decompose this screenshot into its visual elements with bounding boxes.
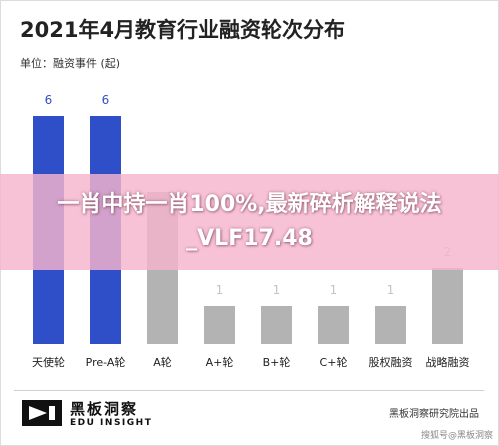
category-label-6: 股权融资 xyxy=(369,356,413,369)
source-text: 黑板洞察研究院出品 xyxy=(389,409,479,420)
watermark-text: 搜狐号@黑板洞察 xyxy=(420,431,493,441)
bar-6 xyxy=(375,306,406,344)
value-label-4: 1 xyxy=(273,283,281,297)
category-label-0: 天使轮 xyxy=(32,355,65,369)
chart-title: 2021年4月教育行业融资轮次分布 xyxy=(20,18,346,42)
unit-label: 单位：融资事件 (起) xyxy=(20,57,121,70)
bar-3 xyxy=(204,306,235,344)
value-label-6: 1 xyxy=(387,283,395,297)
category-label-5: C+轮 xyxy=(320,355,348,369)
category-label-3: A+轮 xyxy=(206,355,234,369)
bar-7 xyxy=(432,268,463,344)
category-label-4: B+轮 xyxy=(263,355,291,369)
logo-cn-text: 黑板洞察 xyxy=(70,400,139,418)
bar-5 xyxy=(318,306,349,344)
banner-line-1: 一肖中持一肖100%,最新碎析解释说法 xyxy=(57,192,442,217)
overlay-banner xyxy=(0,174,499,270)
edu-insight-logo-icon xyxy=(22,400,62,426)
overlay-banner-text: 一肖中持一肖100%,最新碎析解释说法 _VLF17.48 xyxy=(0,188,499,256)
value-label-1: 6 xyxy=(102,93,110,107)
value-label-5: 1 xyxy=(330,283,338,297)
logo-en-text: EDU INSIGHT xyxy=(70,418,153,428)
value-label-3: 1 xyxy=(216,283,224,297)
category-label-2: A轮 xyxy=(153,355,172,369)
bar-4 xyxy=(261,306,292,344)
category-label-7: 战略融资 xyxy=(426,355,470,369)
category-label-1: Pre-A轮 xyxy=(86,355,126,369)
footer-divider xyxy=(14,390,484,391)
banner-line-2: _VLF17.48 xyxy=(186,226,313,251)
value-label-0: 6 xyxy=(45,93,53,107)
